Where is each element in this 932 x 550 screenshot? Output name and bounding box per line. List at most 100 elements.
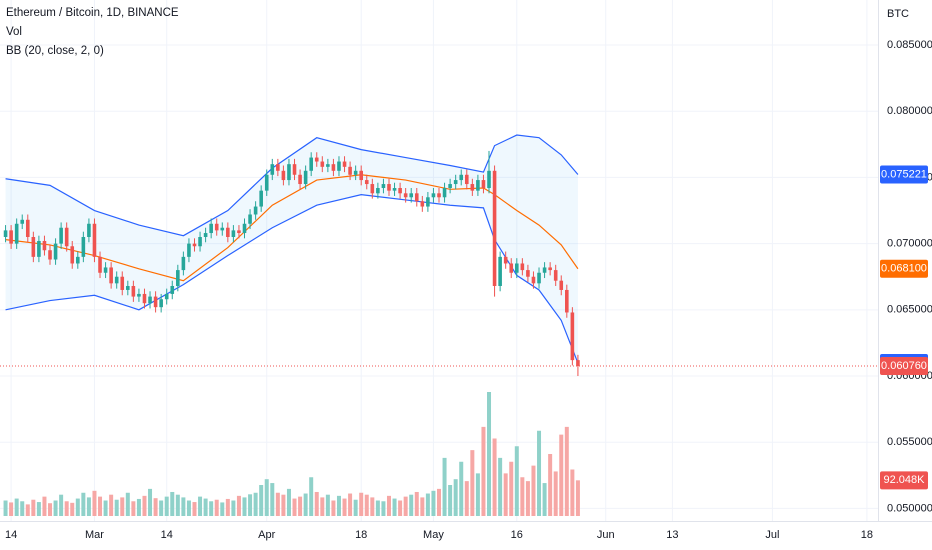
candle-body (42, 240, 47, 251)
volume-bar (114, 499, 119, 516)
candle-body (559, 280, 564, 290)
candle-body (176, 270, 180, 286)
volume-bar (9, 502, 14, 516)
volume-bar (81, 492, 86, 516)
volume-bar (336, 495, 341, 516)
candle-body (464, 174, 469, 185)
legend-line: Vol (6, 26, 22, 38)
price-tag-label: 0.060760 (881, 360, 927, 372)
volume-bar (325, 494, 330, 516)
candle-body (326, 164, 330, 167)
x-tick-label: Jun (597, 529, 615, 541)
candle-body (553, 270, 558, 281)
volume-bar (103, 500, 108, 516)
volume-bar (303, 493, 308, 516)
candle-body (437, 193, 441, 198)
price-tag-label: 0.075221 (881, 168, 927, 180)
volume-bar (75, 498, 80, 516)
candle-body (392, 188, 397, 191)
volume-bar (136, 498, 141, 516)
candle-body (142, 293, 147, 304)
candle-body (159, 299, 163, 308)
volume-bar (520, 477, 525, 516)
candle-body (359, 170, 364, 181)
price-tag (880, 165, 928, 184)
x-tick-label: 13 (666, 529, 678, 541)
volume-bar (59, 494, 64, 516)
volume-bar (570, 469, 575, 516)
volume-bar (364, 494, 369, 516)
volume-bar (192, 502, 197, 516)
volume-bar (442, 457, 447, 516)
volume-bar (331, 500, 336, 516)
x-tick-label: Apr (258, 529, 275, 541)
volume-bar (575, 480, 580, 516)
candle-body (253, 206, 258, 215)
candle-body (337, 161, 341, 171)
volume-bar (509, 461, 514, 516)
candle-body (248, 214, 252, 224)
candle-body (70, 246, 75, 264)
candle-body (503, 256, 508, 264)
volume-bar (225, 498, 230, 516)
candle-body (198, 236, 202, 247)
y-axis-label: BTC (887, 8, 909, 20)
volume-bar (159, 500, 164, 516)
volume-bar (242, 497, 247, 516)
volume-bar (464, 481, 469, 516)
candle-body (403, 193, 408, 198)
volume-bar (175, 494, 180, 516)
candle-body (237, 230, 241, 234)
bollinger-bands (5, 134, 579, 364)
candle-body (220, 227, 225, 231)
volume-bar (492, 438, 497, 516)
volume-bar (70, 502, 75, 516)
candle-body (259, 190, 263, 207)
volume-bar (231, 500, 236, 516)
candle-body (153, 296, 158, 308)
x-tick-label: 18 (861, 529, 873, 541)
candle-body (203, 233, 208, 237)
candle-body (114, 276, 119, 284)
candle-body (31, 236, 36, 257)
volume-bar (309, 477, 314, 516)
volume-bar (481, 426, 486, 516)
candle-body (376, 188, 380, 194)
volume-bar (14, 498, 19, 516)
candle-body (398, 188, 402, 194)
y-tick-label: 0.070000 (887, 238, 932, 250)
candle-body (314, 157, 319, 162)
candle-body (353, 170, 358, 175)
candle-body (75, 256, 80, 264)
candle-body (453, 180, 458, 185)
volume-bar (64, 501, 69, 516)
candle-body (348, 166, 352, 175)
x-tick-label: 16 (511, 529, 523, 541)
candle-body (498, 256, 502, 286)
volume-bar (292, 498, 297, 516)
volume-bar (503, 473, 508, 516)
volume (3, 392, 580, 516)
volume-bar (370, 497, 375, 516)
candle-body (98, 256, 102, 273)
candle-body (537, 272, 541, 284)
candle-body (59, 227, 63, 244)
candle-body (9, 230, 13, 244)
candle-body (570, 312, 575, 361)
x-tick-label: May (423, 529, 444, 541)
candle-body (137, 293, 141, 297)
volume-bar (153, 498, 158, 516)
band-upper (5, 134, 579, 237)
volume-bar (86, 497, 91, 516)
volume-bar (236, 495, 241, 516)
volume-bar (42, 496, 47, 516)
price-tag (880, 471, 928, 490)
grid (0, 0, 878, 521)
volume-bar (220, 502, 225, 516)
x-tick-label: 18 (355, 529, 367, 541)
volume-bar (386, 495, 391, 516)
candle-body (287, 164, 291, 181)
candle-body (109, 267, 113, 284)
candle-body (131, 285, 136, 297)
candle-body (470, 184, 475, 191)
